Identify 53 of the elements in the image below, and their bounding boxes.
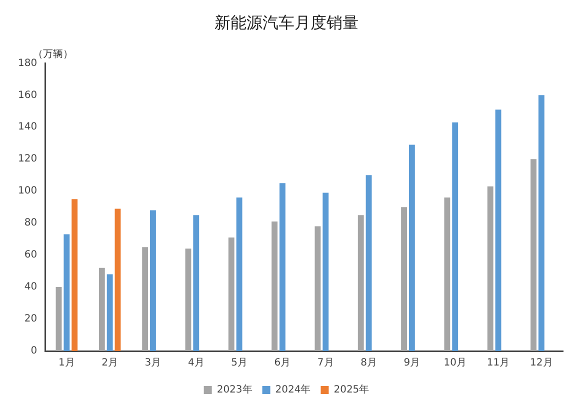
x-tick-label: 2月: [102, 358, 118, 369]
bar: [401, 207, 407, 351]
bar: [236, 198, 242, 351]
bar: [228, 237, 234, 351]
y-tick-label: 100: [18, 186, 38, 197]
y-tick-label: 40: [24, 282, 38, 293]
bar: [114, 208, 121, 351]
x-tick-label: 6月: [274, 358, 291, 369]
bar: [495, 110, 502, 351]
x-tick-label: 7月: [317, 358, 334, 369]
y-tick-label: 140: [18, 122, 38, 133]
x-tick-label: 1月: [58, 358, 75, 369]
bar: [56, 287, 62, 351]
bar: [272, 221, 278, 351]
bar: [193, 215, 200, 351]
y-axis-title: （万辆）: [33, 48, 74, 60]
x-tick-label: 8月: [360, 358, 377, 369]
y-tick-label: 180: [18, 58, 38, 69]
x-tick-label: 3月: [144, 358, 162, 369]
x-tick-label: 11月: [486, 358, 510, 369]
x-tick-label: 12月: [530, 358, 553, 369]
bar: [64, 234, 70, 351]
y-tick-label: 0: [30, 346, 38, 357]
y-tick-label: 160: [18, 90, 38, 101]
x-tick-label: 10月: [444, 358, 466, 369]
legend-label: 2025年: [334, 384, 370, 396]
y-tick-label: 80: [24, 218, 38, 229]
bar: [150, 210, 156, 351]
bar: [72, 199, 78, 351]
bar: [366, 175, 372, 351]
bar: [142, 247, 148, 351]
bar: [98, 268, 105, 351]
y-tick-label: 20: [24, 314, 38, 325]
bar: [444, 198, 450, 351]
x-tick-label: 9月: [404, 358, 420, 369]
bar: [487, 186, 494, 351]
bar: [279, 183, 286, 351]
bar: [538, 95, 544, 351]
bar: [314, 226, 321, 351]
bar: [408, 144, 415, 351]
legend-label: 2023年: [216, 384, 252, 396]
bar: [452, 122, 458, 351]
bar: [322, 192, 329, 351]
bar: [185, 248, 192, 351]
bar: [106, 274, 113, 351]
bar: [530, 159, 536, 351]
x-tick-label: 4月: [188, 358, 204, 369]
y-tick-label: 60: [24, 250, 38, 261]
x-tick-label: 5月: [231, 358, 248, 369]
y-tick-label: 120: [18, 154, 38, 165]
chart-title: 新能源汽车月度销量: [214, 12, 358, 32]
bar: [358, 215, 364, 351]
legend-label: 2024年: [275, 384, 311, 396]
